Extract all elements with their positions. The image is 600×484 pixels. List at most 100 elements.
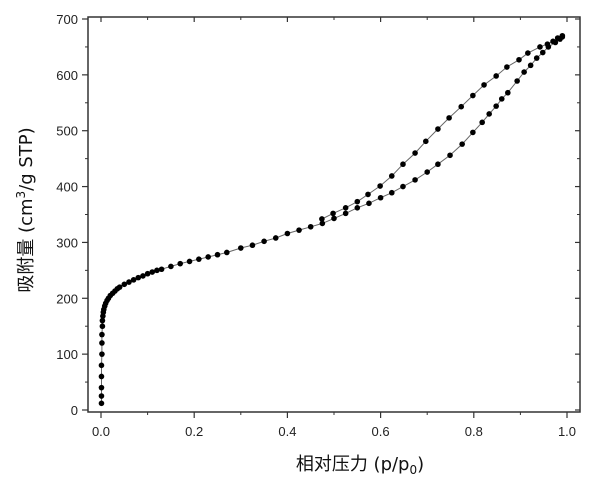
data-point — [126, 279, 132, 285]
data-point — [354, 198, 361, 205]
data-point — [149, 269, 156, 275]
data-point — [504, 64, 510, 70]
data-point — [516, 56, 522, 63]
y-tick-label: 300 — [56, 235, 78, 250]
data-point — [224, 249, 230, 256]
data-point — [544, 41, 551, 47]
y-tick-label: 400 — [56, 180, 78, 195]
data-point — [447, 152, 453, 159]
data-point — [388, 173, 395, 179]
data-point — [330, 210, 336, 217]
x-tick-label: 1.0 — [558, 424, 576, 439]
data-point — [214, 251, 221, 258]
data-point — [550, 38, 556, 45]
data-point — [307, 223, 314, 230]
data-point — [554, 35, 561, 41]
data-point — [377, 183, 383, 189]
data-point — [377, 194, 384, 201]
data-point — [514, 78, 520, 84]
plot-marks — [98, 32, 566, 407]
data-point — [319, 216, 325, 222]
data-point — [238, 245, 244, 251]
data-point — [135, 274, 142, 281]
data-point — [249, 242, 256, 249]
data-point — [99, 340, 105, 346]
data-point — [99, 331, 105, 338]
data-point — [539, 49, 546, 56]
data-point — [521, 69, 527, 75]
data-point — [331, 215, 337, 222]
data-point — [493, 103, 499, 109]
data-point — [99, 351, 105, 357]
data-point — [493, 73, 499, 79]
data-point — [486, 111, 492, 117]
y-axis-title: 吸附量 (cm3/g STP) — [14, 127, 37, 292]
data-point — [116, 284, 123, 290]
data-point — [168, 263, 174, 270]
data-point — [537, 44, 543, 50]
data-point — [99, 323, 106, 330]
data-point — [459, 141, 465, 147]
data-point — [261, 238, 267, 245]
y-tick-label: 500 — [56, 124, 78, 139]
data-point — [272, 235, 279, 241]
x-tick-label: 0.6 — [372, 424, 390, 439]
x-tick-label: 0.2 — [185, 424, 203, 439]
data-point — [177, 260, 184, 267]
data-point — [505, 89, 511, 96]
data-point — [479, 119, 485, 126]
data-point — [365, 191, 371, 198]
x-tick-label: 0.8 — [465, 424, 483, 439]
data-point — [527, 62, 534, 69]
data-point — [158, 266, 165, 273]
data-point — [140, 273, 146, 279]
data-point — [470, 92, 476, 99]
data-point — [196, 256, 202, 262]
data-point — [98, 373, 105, 380]
data-point — [205, 254, 211, 260]
data-point — [435, 126, 441, 132]
data-point — [366, 200, 372, 207]
data-point — [400, 183, 406, 190]
data-point — [525, 50, 531, 56]
data-point — [435, 161, 441, 168]
data-point — [130, 277, 137, 283]
y-tick-label: 200 — [56, 291, 78, 306]
data-point — [412, 177, 418, 183]
data-point — [470, 129, 476, 136]
data-point — [284, 230, 291, 237]
data-point — [99, 317, 106, 324]
data-point — [98, 393, 105, 399]
y-tick-label: 0 — [71, 403, 78, 418]
data-point — [98, 384, 105, 391]
data-point — [424, 169, 431, 175]
data-point — [354, 204, 361, 211]
data-point — [154, 267, 160, 274]
data-point — [342, 204, 349, 211]
data-point — [412, 150, 418, 156]
data-point — [559, 32, 566, 39]
data-point — [458, 103, 465, 110]
data-point — [423, 138, 429, 145]
y-tick-label: 100 — [56, 347, 78, 362]
axis-ticks: 0.0 0.2 0.4 0.6 0.8 1.0 0 100 200 300 400 500 600 700 — [56, 12, 580, 439]
series-line-2 — [321, 35, 563, 220]
data-point — [481, 82, 487, 88]
data-point — [533, 55, 540, 61]
data-point — [446, 115, 452, 121]
x-tick-label: 0.4 — [278, 424, 296, 439]
data-point — [388, 189, 395, 196]
x-axis-title: 相对压力 (p/p0) — [296, 454, 424, 477]
data-point — [498, 96, 505, 102]
y-tick-label: 600 — [56, 68, 78, 83]
data-point — [144, 270, 151, 277]
data-point — [98, 362, 105, 369]
x-tick-label: 0.0 — [92, 424, 110, 439]
data-point — [186, 258, 193, 265]
data-point — [296, 227, 302, 233]
y-tick-label: 700 — [56, 12, 78, 27]
data-point — [400, 161, 406, 168]
data-point — [319, 220, 326, 227]
data-point — [98, 400, 105, 407]
